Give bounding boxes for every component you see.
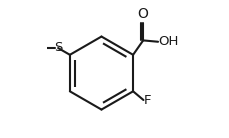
- Text: F: F: [144, 94, 151, 107]
- Text: OH: OH: [158, 35, 178, 48]
- Text: S: S: [54, 41, 62, 54]
- Text: O: O: [137, 7, 148, 21]
